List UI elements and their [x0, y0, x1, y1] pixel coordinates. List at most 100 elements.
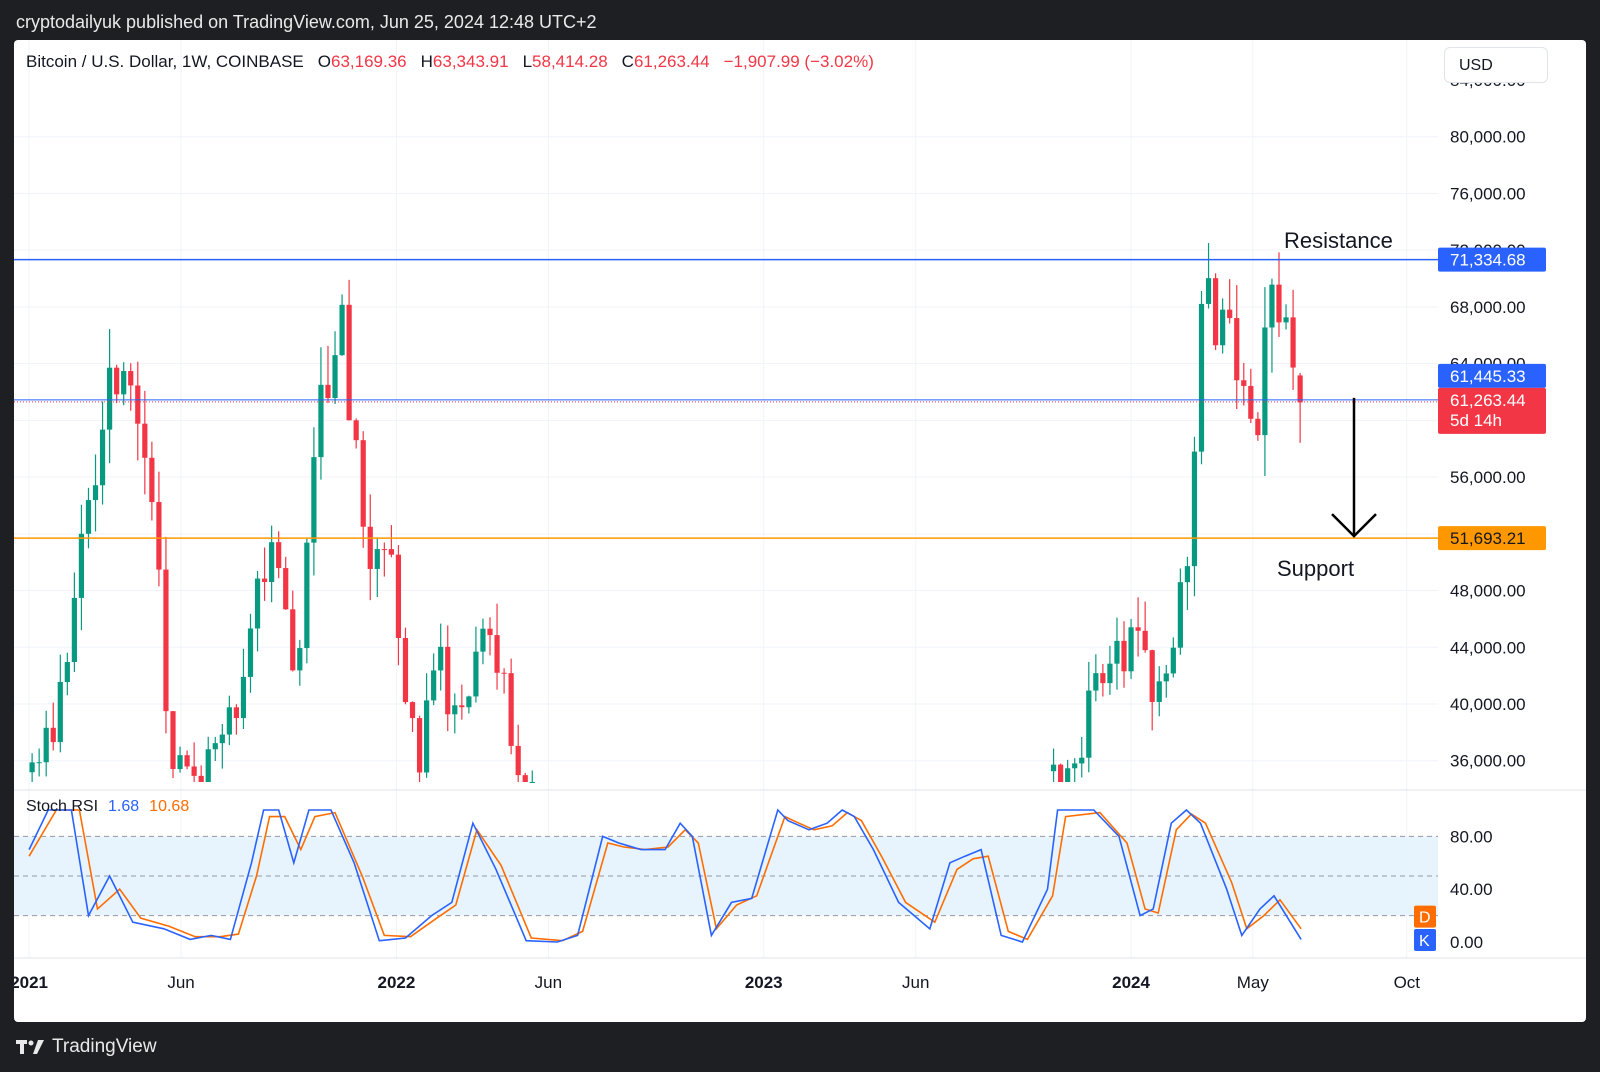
price-axis-label: 80,000.00: [1450, 128, 1526, 147]
candle-body: [71, 597, 77, 663]
candle-body: [121, 371, 127, 395]
time-axis-label: Oct: [1394, 973, 1421, 992]
candle-body: [381, 549, 387, 551]
candle-body: [191, 766, 197, 776]
time-axis-label: 2024: [1112, 973, 1150, 992]
candle-body: [431, 670, 437, 701]
candle-body: [99, 429, 106, 486]
candle-body: [1072, 763, 1078, 769]
resistance-price-tag-text: 71,334.68: [1450, 251, 1526, 270]
chart-canvas[interactable]: 36,000.0040,000.0044,000.0048,000.0052,0…: [14, 40, 1586, 1022]
candle-body: [247, 628, 254, 677]
ohlc-low: L58,414.28: [522, 52, 608, 71]
support-label: Support: [1277, 556, 1355, 581]
candle-body: [360, 440, 366, 527]
candle-body: [452, 705, 458, 715]
candle-body: [114, 367, 120, 395]
candle-body: [424, 700, 430, 773]
time-axis-label: Jun: [535, 973, 562, 992]
candle-body: [473, 651, 479, 697]
support-price-tag-text: 51,693.21: [1450, 529, 1526, 548]
candle-body: [149, 457, 155, 503]
tradingview-brand: TradingView: [16, 1036, 157, 1058]
candle-body: [261, 578, 268, 582]
candle-body: [1128, 627, 1134, 672]
candle-body: [85, 500, 92, 534]
stoch-axis-label: 0.00: [1450, 933, 1483, 952]
time-axis-label: 2023: [745, 973, 783, 992]
brand-name: TradingView: [52, 1036, 157, 1057]
ohlc-high: H63,343.91: [420, 52, 509, 71]
candle-body: [184, 755, 190, 767]
candle-body: [1234, 318, 1240, 381]
candle-body: [29, 762, 35, 773]
candle-body: [311, 457, 317, 543]
stoch-rsi-name: Stoch RSI: [26, 798, 99, 815]
candle-body: [92, 485, 99, 501]
close-price-tag: [1438, 387, 1546, 434]
candle-body: [1283, 317, 1289, 323]
candle-body: [339, 304, 345, 356]
stoch-k-value: 1.68: [108, 798, 140, 815]
candle-body: [388, 549, 394, 555]
candle-body: [57, 681, 63, 743]
published-header: cryptodailyuk published on TradingView.c…: [16, 12, 597, 32]
time-axis-label: 2022: [378, 973, 416, 992]
candle-body: [416, 718, 423, 773]
ohlc-close: C61,263.44: [621, 52, 710, 71]
price-axis-label: 68,000.00: [1450, 298, 1526, 317]
candle-body: [1163, 673, 1169, 682]
candle-body: [494, 635, 500, 673]
candle-body: [1212, 278, 1219, 346]
candle-body: [1058, 764, 1064, 782]
currency-button[interactable]: USD: [1444, 47, 1548, 83]
time-axis-label: Jun: [167, 973, 194, 992]
candle-body: [142, 423, 148, 458]
candle-body: [1170, 647, 1176, 674]
candle-body: [466, 696, 472, 708]
stoch-axis-label: 40.00: [1450, 880, 1493, 899]
candle-body: [1227, 309, 1233, 319]
candle-body: [395, 554, 402, 638]
candle-body: [1241, 380, 1247, 386]
candle-body: [374, 549, 380, 569]
candle-body: [107, 367, 113, 430]
candle-body: [1079, 757, 1085, 764]
time-axis-label: May: [1237, 973, 1270, 992]
candle-body: [163, 569, 169, 712]
stoch-d-badge: [1414, 905, 1436, 928]
price-axis-label: 48,000.00: [1450, 582, 1526, 601]
candle-body: [1100, 673, 1106, 684]
candle-body: [276, 542, 282, 569]
current-price-tag-text: 61,445.33: [1450, 367, 1526, 386]
candle-body: [78, 533, 85, 598]
close-price-tag-text: 61,263.44: [1450, 391, 1526, 410]
candle-body: [1297, 375, 1303, 403]
candle-body: [233, 707, 240, 719]
candle-body: [50, 727, 56, 743]
candle-body: [135, 385, 141, 424]
time-axis-label: 2021: [14, 973, 48, 992]
candle-body: [283, 568, 289, 610]
stoch-k-line: [28, 808, 1302, 943]
candle-body: [1142, 630, 1148, 651]
candle-body: [36, 762, 42, 764]
candle-body: [1191, 451, 1198, 567]
candle-body: [1198, 303, 1205, 452]
candle-body: [1135, 627, 1141, 631]
candle-body: [64, 662, 70, 682]
candle-body: [226, 707, 232, 735]
candle-body: [515, 745, 521, 776]
chart-panel: 36,000.0040,000.0044,000.0048,000.0052,0…: [14, 40, 1586, 1022]
candle-body: [1156, 681, 1162, 702]
candle-body: [156, 502, 162, 570]
candle-body: [409, 702, 416, 719]
candle-body: [501, 672, 507, 674]
candle-body: [1065, 768, 1071, 782]
symbol-name: Bitcoin / U.S. Dollar, 1W, COINBASE: [26, 52, 304, 71]
ohlc-open: O63,169.36: [317, 52, 407, 71]
candle-body: [1269, 284, 1275, 328]
candle-body: [1184, 566, 1191, 583]
resistance-price-tag: [1438, 247, 1546, 272]
price-axis-label: 40,000.00: [1450, 695, 1526, 714]
